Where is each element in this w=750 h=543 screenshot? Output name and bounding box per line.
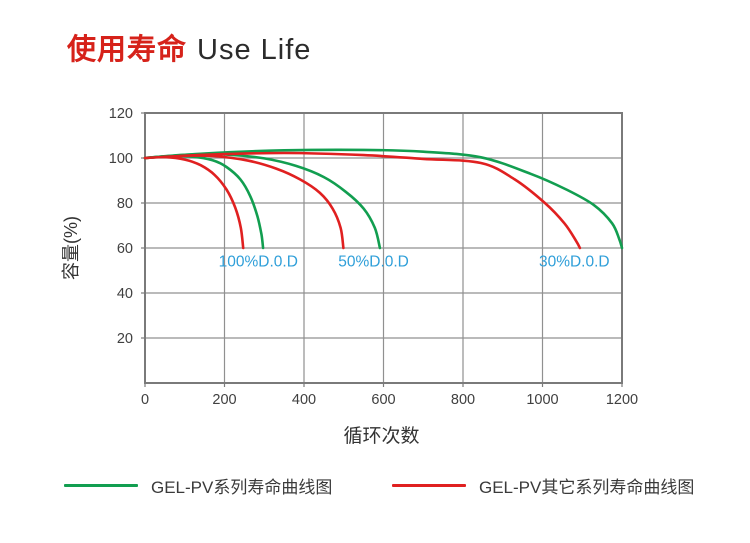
x-tick-label-200: 200 [212,392,236,408]
x-axis-label: 循环次数 [343,425,419,447]
legend-label-gel-pv-other-series: GEL-PV其它系列寿命曲线图 [479,478,695,497]
y-tick-label-80: 80 [117,196,133,212]
annotation-100d0d: 100%D.0.D [219,254,298,271]
curve-gelpv-30%dod [143,148,624,250]
x-tick-label-1200: 1200 [606,392,638,408]
curve-other-50%dod [143,154,345,250]
x-tick-label-1000: 1000 [526,392,558,408]
annotation-30d0d: 30%D.0.D [539,254,610,271]
legend-line-green [64,484,138,487]
page-title: 使用寿命 Use Life [67,26,311,68]
curve-other-30%dod [143,151,582,250]
x-tick-label-600: 600 [371,392,395,408]
x-tick-label-400: 400 [292,392,316,408]
y-tick-label-20: 20 [117,331,133,347]
legend-item-gel-pv-other-series: GEL-PV其它系列寿命曲线图 [392,473,694,498]
page-title-english: Use Life [197,34,312,66]
y-tick-label-60: 60 [117,241,133,257]
x-tick-label-0: 0 [141,392,149,408]
curve-gelpv-100%dod [143,154,265,250]
y-axis-label: 容量(%) [61,216,81,280]
y-tick-label-100: 100 [109,151,133,167]
y-tick-label-40: 40 [117,286,133,302]
y-tick-label-120: 120 [109,106,133,122]
legend-item-gel-pv-series: GEL-PV系列寿命曲线图 [64,473,332,498]
page-title-chinese: 使用寿命 [67,34,188,66]
x-tick-label-800: 800 [451,392,475,408]
legend-line-red [392,484,466,487]
legend-label-gel-pv-series: GEL-PV系列寿命曲线图 [151,478,333,497]
annotation-50d0d: 50%D.0.D [338,254,409,271]
